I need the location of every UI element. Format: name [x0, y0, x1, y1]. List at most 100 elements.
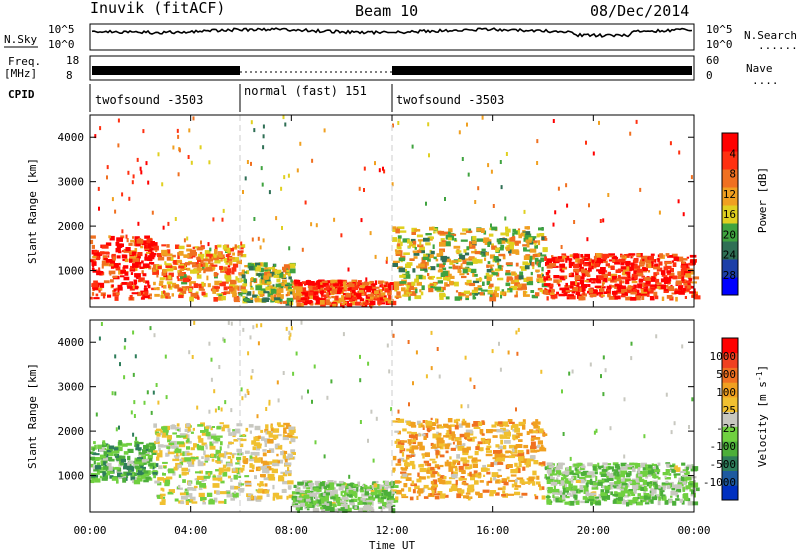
x-tick-label: 08:00 — [275, 524, 308, 537]
echo-cell — [433, 282, 437, 287]
echo-cell — [338, 508, 342, 511]
echo-cell — [373, 480, 379, 484]
echo-cell — [392, 469, 395, 473]
echo-cell — [98, 289, 101, 293]
echo-cell — [304, 292, 308, 297]
echo-cell — [514, 481, 518, 487]
echo-cell — [520, 232, 524, 237]
echo-cell — [430, 473, 436, 478]
echo-cell — [327, 480, 334, 485]
echo-cell — [447, 237, 454, 241]
echo-cell — [524, 233, 532, 239]
echo-cell — [683, 282, 688, 286]
echo-cell — [565, 483, 568, 489]
echo-cell — [271, 468, 278, 474]
echo-cell — [186, 244, 192, 247]
echo-cell — [276, 288, 284, 293]
echo-cell — [390, 504, 396, 507]
echo-cell — [500, 294, 503, 299]
echo-cell — [486, 280, 491, 286]
echo-cell — [526, 280, 534, 286]
echo-cell — [665, 392, 668, 397]
echo-cell — [201, 291, 206, 296]
echo-cell — [134, 459, 141, 465]
echo-cell — [103, 466, 109, 470]
echo-cell — [421, 285, 425, 291]
echo-cell — [446, 430, 450, 434]
echo-cell — [225, 491, 231, 494]
echo-cell — [390, 407, 393, 412]
echo-cell — [243, 459, 248, 465]
echo-cell — [293, 505, 301, 508]
echo-cell — [489, 490, 497, 494]
echo-cell — [397, 418, 405, 423]
beam-title: Beam 10 — [355, 2, 418, 20]
echo-cell — [630, 265, 634, 270]
echo-cell — [251, 369, 254, 373]
echo-cell — [669, 464, 675, 468]
echo-cell — [296, 302, 303, 308]
echo-cell — [662, 472, 669, 476]
echo-cell — [220, 480, 225, 484]
echo-cell — [514, 274, 520, 280]
echo-cell — [254, 475, 257, 480]
echo-cell — [579, 287, 582, 293]
echo-cell — [146, 238, 153, 244]
echo-cell — [343, 491, 349, 496]
echo-cell — [160, 430, 165, 435]
echo-cell — [272, 428, 280, 433]
echo-cell — [545, 261, 552, 267]
echo-cell — [519, 479, 525, 484]
echo-cell — [522, 244, 529, 247]
echo-cell — [117, 118, 120, 123]
echo-cell — [120, 455, 126, 460]
echo-cell — [120, 269, 126, 274]
echo-cell — [412, 243, 416, 248]
echo-cell — [611, 256, 619, 260]
echo-cell — [303, 494, 310, 499]
echo-cell — [467, 404, 470, 409]
echo-cell — [242, 465, 245, 468]
echo-cell — [557, 256, 563, 259]
echo-cell — [415, 288, 418, 294]
echo-cell — [224, 268, 232, 274]
echo-cell — [340, 491, 343, 496]
echo-cell — [618, 275, 621, 279]
echo-cell — [221, 217, 224, 222]
echo-cell — [636, 269, 643, 273]
echo-cell — [137, 291, 142, 297]
echo-cell — [141, 460, 148, 465]
echo-cell — [459, 270, 462, 273]
echo-cell — [642, 267, 648, 271]
echo-cell — [618, 483, 626, 489]
echo-cell — [357, 481, 361, 487]
echo-cell — [603, 260, 608, 263]
echo-cell — [327, 290, 331, 296]
echo-cell — [282, 436, 290, 441]
echo-cell — [526, 242, 530, 248]
echo-cell — [320, 499, 325, 504]
echo-cell — [186, 267, 191, 271]
echo-cell — [101, 251, 109, 255]
echo-cell — [469, 464, 473, 469]
echo-cell — [627, 288, 634, 294]
echo-cell — [514, 485, 522, 488]
echo-cell — [413, 250, 418, 254]
echo-cell — [208, 409, 211, 414]
echo-cell — [552, 488, 560, 494]
echo-cell — [458, 259, 462, 262]
echo-cell — [333, 217, 336, 222]
echo-cell — [396, 438, 400, 442]
echo-cell — [485, 272, 490, 277]
echo-cell — [268, 190, 271, 195]
echo-cell — [254, 298, 260, 302]
echo-cell — [185, 498, 193, 503]
echo-cell — [380, 496, 387, 500]
echo-cell — [190, 252, 197, 256]
echo-cell — [209, 433, 217, 437]
echo-cell — [162, 430, 169, 433]
echo-cell — [650, 488, 657, 491]
echo-cell — [144, 291, 149, 296]
echo-cell — [542, 247, 548, 253]
